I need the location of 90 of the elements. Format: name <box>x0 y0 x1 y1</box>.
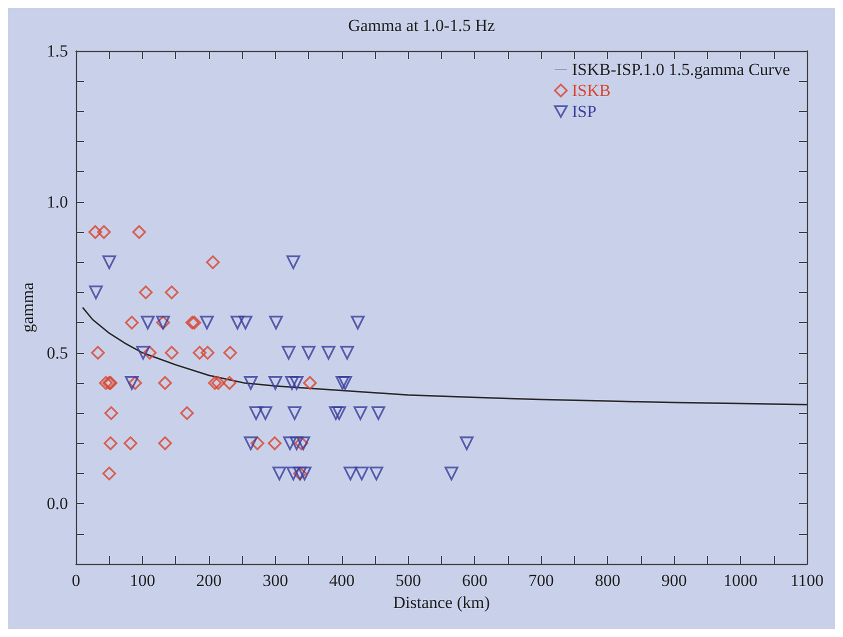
x-tick-label: 600 <box>462 571 488 590</box>
point <box>138 286 153 300</box>
x-tick-label: 700 <box>528 571 554 590</box>
point <box>89 286 103 300</box>
point <box>142 346 157 360</box>
line-series <box>82 306 808 406</box>
y-axis-title: gamma <box>18 282 37 333</box>
x-tick-label: 100 <box>130 571 156 590</box>
point <box>158 436 172 450</box>
point <box>249 406 263 420</box>
point <box>124 316 139 330</box>
point <box>354 406 368 420</box>
point <box>208 376 222 390</box>
y-tick-label: 1.0 <box>46 192 68 212</box>
point <box>328 406 343 420</box>
point <box>272 466 286 480</box>
point <box>332 406 346 420</box>
point <box>344 466 358 480</box>
point <box>288 406 302 420</box>
x-tick-label: 1100 <box>790 571 824 590</box>
point <box>268 376 282 390</box>
point <box>258 406 272 420</box>
point <box>290 436 304 450</box>
point <box>211 376 226 390</box>
point <box>354 466 369 480</box>
point <box>200 346 214 360</box>
point <box>97 225 111 239</box>
point <box>192 346 207 360</box>
point <box>238 316 252 330</box>
point <box>222 376 236 390</box>
point <box>371 406 386 420</box>
point <box>244 436 258 450</box>
point <box>102 255 116 270</box>
point <box>285 376 299 390</box>
legend-label: ISKB-ISP.1.0 1.5.gamma Curve <box>572 60 790 79</box>
point <box>286 466 300 480</box>
point <box>282 346 296 360</box>
point <box>164 346 179 360</box>
y-tick-label: 0.0 <box>46 494 68 514</box>
point <box>298 466 312 480</box>
point <box>88 225 102 239</box>
point <box>140 316 155 330</box>
point <box>302 346 316 360</box>
legend-label: ISKB <box>572 81 611 100</box>
point <box>158 376 172 390</box>
point <box>244 376 258 390</box>
x-tick-label: 800 <box>594 571 620 590</box>
point <box>104 436 118 450</box>
point <box>91 346 105 360</box>
point <box>200 316 214 330</box>
x-tick-label: 500 <box>396 571 422 590</box>
chart-title: Gamma at 1.0-1.5 Hz <box>348 16 496 35</box>
point <box>136 346 150 360</box>
point <box>206 255 220 270</box>
point <box>230 316 244 330</box>
point <box>124 436 138 450</box>
point <box>290 376 304 390</box>
point <box>340 346 354 360</box>
point <box>128 376 142 390</box>
point <box>350 316 365 330</box>
point <box>223 346 238 360</box>
point <box>124 376 139 390</box>
point <box>286 255 300 270</box>
x-tick-label: 300 <box>262 571 288 590</box>
legend-label: ISP <box>572 102 596 121</box>
x-tick-label: 200 <box>196 571 222 590</box>
point <box>269 316 283 330</box>
point <box>369 466 384 480</box>
point <box>322 346 336 360</box>
x-axis-title: Distance (km) <box>393 593 490 612</box>
point <box>164 286 179 300</box>
x-tick-label: 900 <box>661 571 687 590</box>
point <box>460 436 474 450</box>
x-tick-label: 400 <box>329 571 355 590</box>
point <box>268 436 282 450</box>
y-tick-label: 1.5 <box>46 42 68 60</box>
x-tick-label: 1000 <box>724 571 758 590</box>
point <box>283 436 297 450</box>
point <box>104 406 118 420</box>
point <box>336 376 350 390</box>
x-tick-label: 0 <box>72 571 80 590</box>
point <box>180 406 194 420</box>
point <box>250 436 264 450</box>
point <box>102 466 116 480</box>
point <box>132 225 146 239</box>
y-tick-label: 0.5 <box>46 343 68 362</box>
point <box>303 376 317 390</box>
point <box>338 376 352 390</box>
point <box>99 376 113 390</box>
point <box>444 466 458 480</box>
